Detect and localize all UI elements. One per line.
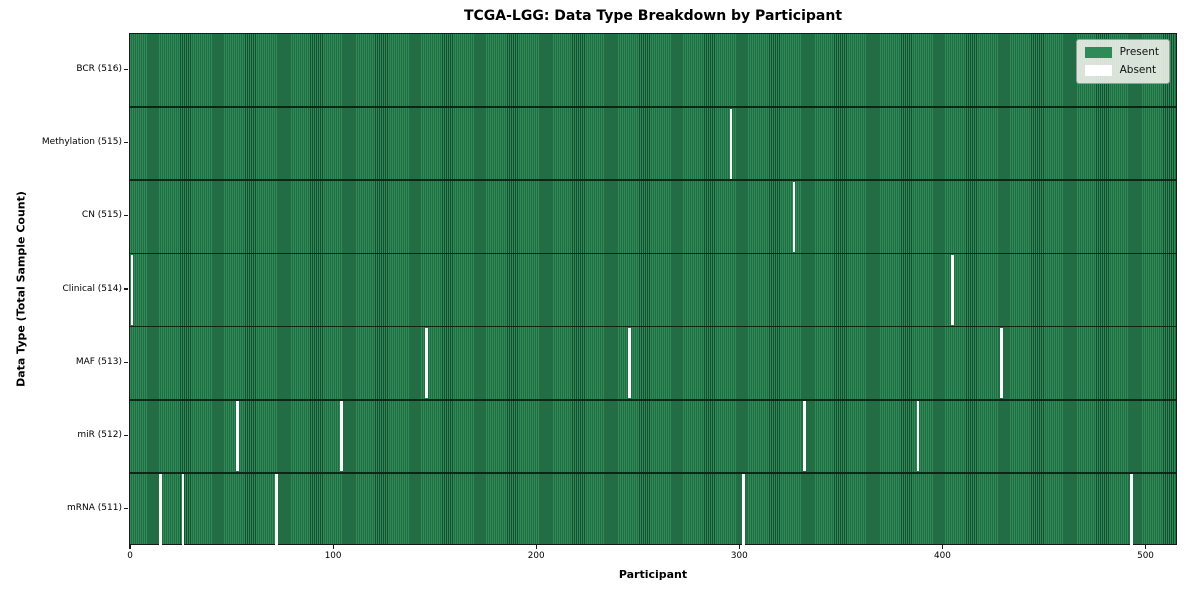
absent-marker [274,474,278,545]
y-tick-mark [124,68,128,71]
x-tick-label: 400 [934,551,951,561]
y-tick-mark [124,215,128,217]
absent-marker [1000,327,1003,399]
x-tick-label: 300 [730,551,748,561]
legend-label-absent: Absent [1119,64,1157,76]
y-tick-mark [124,434,128,436]
legend-label-present: Present [1119,46,1159,58]
x-tick-label: 100 [324,551,342,561]
legend: Present Absent [1075,39,1170,84]
absent-marker [951,254,954,326]
y-tick-label: Clinical (514) [62,283,122,294]
x-tick-mark [738,545,740,549]
absent-marker [130,254,134,326]
row-divider-line [130,106,1176,108]
y-tick-label: Methylation (515) [41,137,122,148]
row-divider-line [130,325,1176,328]
absent-marker [159,474,162,545]
absent-marker [339,401,343,472]
x-tick-mark [332,545,334,549]
y-tick-label: CN (515) [81,210,122,221]
row-divider-line [130,472,1176,474]
y-tick-mark [124,361,128,363]
y-tick-label: MAF (513) [75,356,122,367]
y-tick-label: BCR (516) [76,64,122,75]
legend-swatch-present [1084,46,1112,58]
absent-marker [425,327,428,399]
x-axis-label: Participant [618,568,688,581]
absent-marker [236,401,239,472]
absent-marker [628,327,631,399]
absent-marker [1129,474,1133,545]
y-tick-mark [124,507,128,510]
y-tick-label: mRNA (511) [67,502,122,513]
x-tick-mark [129,545,131,549]
row-divider-line [130,179,1176,182]
x-tick-label: 200 [527,551,545,561]
x-tick-label: 0 [127,551,133,561]
y-tick-mark [124,142,128,144]
legend-item-present: Present [1084,46,1159,58]
y-tick-mark [124,288,128,290]
plot-area: Present Absent [129,33,1177,545]
absent-marker [792,181,796,252]
absent-marker [742,474,745,545]
legend-item-absent: Absent [1084,64,1159,76]
x-tick-mark [941,545,943,549]
absent-marker [802,401,806,472]
x-tick-mark [535,545,537,549]
absent-marker [729,108,733,179]
x-tick-label: 500 [1137,551,1154,561]
chart-title: TCGA-LGG: Data Type Breakdown by Partici… [463,8,843,24]
legend-swatch-absent [1084,64,1112,76]
row-divider-line [130,252,1176,255]
row-divider-line [130,398,1176,401]
y-tick-label: miR (512) [77,429,122,440]
x-tick-mark [1144,545,1147,549]
absent-marker [916,401,920,472]
absent-marker [181,474,185,545]
